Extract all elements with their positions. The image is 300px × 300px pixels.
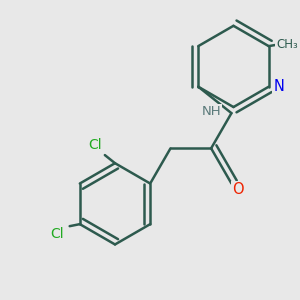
Text: O: O bbox=[232, 182, 243, 197]
Text: Cl: Cl bbox=[88, 138, 101, 152]
Text: N: N bbox=[273, 79, 284, 94]
Text: CH₃: CH₃ bbox=[276, 38, 298, 51]
Text: Cl: Cl bbox=[51, 227, 64, 241]
Text: NH: NH bbox=[201, 105, 221, 118]
